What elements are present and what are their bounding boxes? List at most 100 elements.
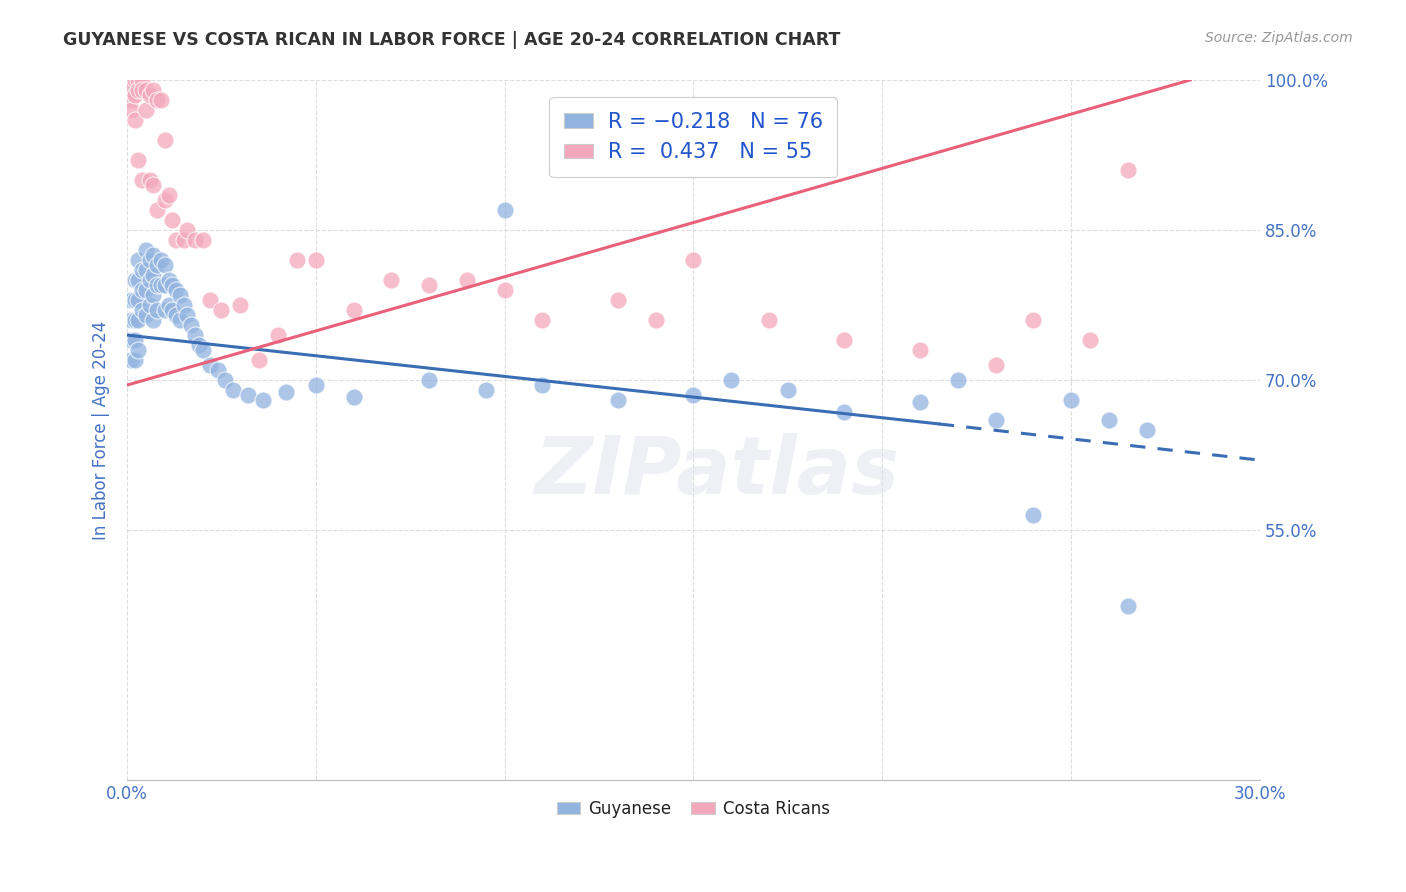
Point xyxy=(644,313,666,327)
Point xyxy=(131,83,153,97)
Point xyxy=(120,353,142,368)
Point xyxy=(418,278,440,293)
Point xyxy=(149,278,172,293)
Point xyxy=(474,383,496,397)
Point xyxy=(236,388,259,402)
Point xyxy=(124,73,146,87)
Point xyxy=(1098,413,1121,427)
Point xyxy=(146,303,169,318)
Point xyxy=(169,313,191,327)
Point xyxy=(153,193,176,207)
Point xyxy=(1022,313,1045,327)
Point xyxy=(124,313,146,327)
Point xyxy=(120,73,142,87)
Point xyxy=(138,273,160,287)
Point xyxy=(1135,423,1157,437)
Point xyxy=(305,378,328,392)
Point xyxy=(162,278,184,293)
Point xyxy=(146,93,169,107)
Point xyxy=(184,233,207,247)
Point xyxy=(380,273,402,287)
Point xyxy=(214,373,236,387)
Point xyxy=(191,343,214,357)
Point xyxy=(229,298,252,312)
Point xyxy=(127,313,149,327)
Point xyxy=(720,373,742,387)
Point xyxy=(180,318,202,332)
Point xyxy=(138,253,160,268)
Point xyxy=(157,273,180,287)
Point xyxy=(124,353,146,368)
Point xyxy=(127,293,149,307)
Point xyxy=(908,343,931,357)
Point xyxy=(135,103,157,117)
Point xyxy=(120,83,142,97)
Point xyxy=(127,73,149,87)
Point xyxy=(456,273,478,287)
Point xyxy=(984,358,1007,372)
Point xyxy=(135,83,157,97)
Point xyxy=(135,243,157,257)
Point xyxy=(135,283,157,297)
Point xyxy=(494,202,516,217)
Point xyxy=(127,343,149,357)
Point xyxy=(1078,333,1101,347)
Point xyxy=(209,303,232,318)
Point xyxy=(252,393,274,408)
Point xyxy=(342,303,364,318)
Point xyxy=(187,338,209,352)
Point xyxy=(984,413,1007,427)
Point xyxy=(946,373,969,387)
Point xyxy=(247,353,270,368)
Point xyxy=(131,283,153,297)
Point xyxy=(682,388,704,402)
Legend: Guyanese, Costa Ricans: Guyanese, Costa Ricans xyxy=(550,793,837,824)
Point xyxy=(184,328,207,343)
Point xyxy=(285,253,308,268)
Point xyxy=(162,213,184,227)
Point xyxy=(131,263,153,277)
Point xyxy=(124,333,146,347)
Point xyxy=(131,173,153,187)
Point xyxy=(149,253,172,268)
Point xyxy=(149,93,172,107)
Point xyxy=(146,278,169,293)
Point xyxy=(222,383,245,397)
Point xyxy=(138,173,160,187)
Point xyxy=(127,273,149,287)
Point xyxy=(162,303,184,318)
Point xyxy=(682,253,704,268)
Point xyxy=(267,328,290,343)
Point xyxy=(274,385,297,400)
Point xyxy=(169,288,191,302)
Point xyxy=(165,283,187,297)
Point xyxy=(1116,599,1139,614)
Point xyxy=(758,313,780,327)
Point xyxy=(165,308,187,322)
Point xyxy=(135,263,157,277)
Y-axis label: In Labor Force | Age 20-24: In Labor Force | Age 20-24 xyxy=(93,320,110,540)
Point xyxy=(153,278,176,293)
Point xyxy=(153,303,176,318)
Point xyxy=(138,298,160,312)
Point xyxy=(191,233,214,247)
Point xyxy=(1116,163,1139,178)
Point xyxy=(165,233,187,247)
Point xyxy=(142,178,165,192)
Point xyxy=(198,293,221,307)
Point xyxy=(834,333,856,347)
Point xyxy=(342,390,364,404)
Point xyxy=(120,93,142,107)
Point xyxy=(120,333,142,347)
Text: GUYANESE VS COSTA RICAN IN LABOR FORCE | AGE 20-24 CORRELATION CHART: GUYANESE VS COSTA RICAN IN LABOR FORCE |… xyxy=(63,31,841,49)
Point xyxy=(176,223,198,237)
Point xyxy=(146,202,169,217)
Point xyxy=(120,293,142,307)
Point xyxy=(153,133,176,147)
Point xyxy=(418,373,440,387)
Point xyxy=(124,87,146,102)
Point xyxy=(135,308,157,322)
Point xyxy=(142,268,165,282)
Point xyxy=(120,103,142,117)
Point xyxy=(531,378,554,392)
